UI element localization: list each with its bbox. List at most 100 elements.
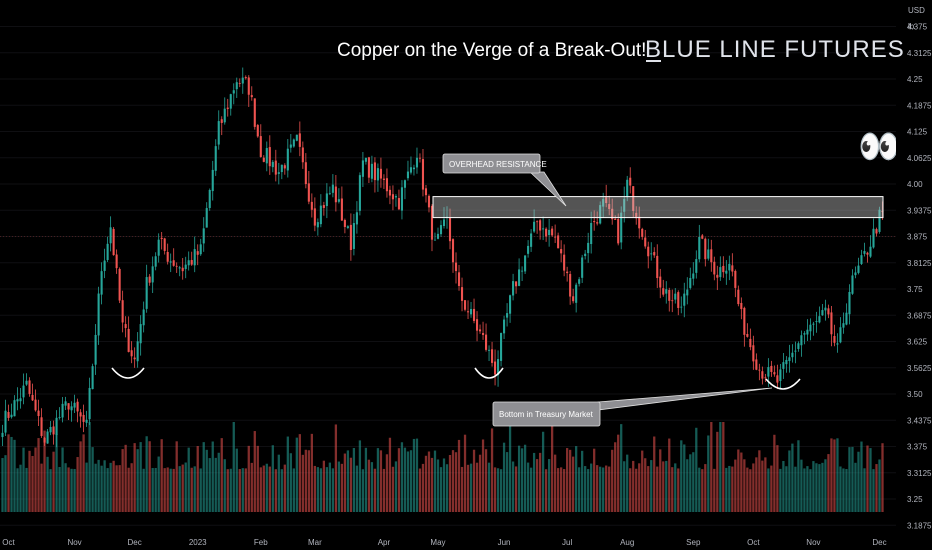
volume-bar <box>782 460 785 512</box>
volume-bar <box>683 444 686 512</box>
candle-body <box>722 265 725 273</box>
candle-body <box>608 204 611 210</box>
volume-bar <box>259 467 262 512</box>
volume-bar <box>484 449 488 512</box>
candle-body <box>851 275 854 294</box>
bottom-arc <box>474 367 504 379</box>
candle-body <box>343 220 346 227</box>
candlesticks <box>1 67 884 448</box>
candle-body <box>863 251 866 254</box>
price-axis: 3.1875 3.25 3.3125 3.375 3.4375 3.50 3.5625 3.6… <box>907 23 932 531</box>
candle-body <box>605 197 608 204</box>
candle-body <box>184 264 187 270</box>
volume-bar <box>136 449 139 512</box>
month-tick-label: Aug <box>620 538 634 547</box>
volume-bar <box>52 451 55 512</box>
candle-body <box>728 263 731 271</box>
volume-bar <box>632 460 635 512</box>
candle-body <box>361 160 364 177</box>
candle-body <box>466 311 470 313</box>
candle-body <box>187 260 190 266</box>
candle-body <box>824 307 827 311</box>
candle-body <box>352 223 355 249</box>
volume-bar <box>382 468 386 512</box>
price-tick-label: 4.1875 <box>907 101 932 110</box>
volume-bar <box>364 447 368 512</box>
volume-bar <box>544 469 548 512</box>
candle-body <box>539 220 542 231</box>
price-tick-label: 4.0625 <box>907 154 932 163</box>
candle-body <box>199 244 202 255</box>
candle-body <box>61 403 64 418</box>
volume-bar <box>412 438 416 512</box>
volume-bar <box>109 462 112 512</box>
candle-body <box>650 253 653 255</box>
candle-body <box>286 148 289 171</box>
volume-bar <box>370 462 374 512</box>
candle-body <box>635 212 638 219</box>
month-tick-label: Apr <box>378 538 391 547</box>
candle-body <box>43 437 46 443</box>
candle-body <box>364 157 367 162</box>
candle-body <box>484 334 488 350</box>
price-axis-panel <box>896 0 932 550</box>
volume-bar <box>103 460 106 512</box>
volume-bar <box>16 468 19 512</box>
volume-bar <box>190 467 193 512</box>
candle-body <box>611 208 614 220</box>
month-tick-label: Nov <box>67 538 81 547</box>
volume-bar <box>418 468 422 512</box>
candle-body <box>145 277 148 309</box>
volume-bar <box>656 466 659 512</box>
candle-body <box>340 198 343 221</box>
volume-bar <box>713 468 716 512</box>
volume-bar <box>881 443 884 512</box>
candle-body <box>773 372 776 375</box>
volume-bar <box>857 451 860 512</box>
volume-bar <box>1 458 4 512</box>
volume-bar <box>695 427 698 512</box>
candle-body <box>112 228 115 256</box>
volume-bar <box>638 463 641 512</box>
candle-body <box>503 319 506 334</box>
volume-bar <box>148 441 151 512</box>
candle-body <box>217 121 220 145</box>
volume-bar <box>175 441 178 512</box>
candle-body <box>448 218 452 242</box>
price-tick-label: 3.375 <box>907 443 928 452</box>
volume-bar <box>85 462 88 512</box>
treasury-callout-label: Bottom in Treasury Market <box>499 410 594 419</box>
month-tick-label: 2023 <box>189 538 207 547</box>
volume-bar <box>635 468 638 512</box>
candle-body <box>626 179 629 198</box>
candle-body <box>37 410 40 417</box>
resistance-zone <box>432 196 884 219</box>
candle-body <box>665 289 668 294</box>
candle-body <box>581 257 584 278</box>
chart-title: Copper on the Verge of a Break-Out! <box>337 40 646 61</box>
candle-body <box>103 260 106 271</box>
candle-body <box>82 414 85 422</box>
candle-body <box>169 261 172 263</box>
volume-bar <box>178 466 181 512</box>
candle-body <box>157 239 160 256</box>
candle-body <box>172 260 175 266</box>
candle-body <box>557 235 560 249</box>
volume-bar <box>181 464 184 512</box>
volume-bar <box>274 469 277 512</box>
candle-body <box>439 225 443 235</box>
candle-body <box>761 371 764 379</box>
candle-body <box>58 417 61 418</box>
volume-bar <box>776 445 779 512</box>
volume-bar <box>511 461 515 512</box>
month-tick-label: Feb <box>254 538 268 547</box>
volume-bar <box>82 434 85 512</box>
candle-body <box>791 352 794 358</box>
candle-body <box>638 216 641 229</box>
candle-body <box>656 255 659 279</box>
volume-bar <box>73 468 76 512</box>
volume-bar <box>791 443 794 512</box>
volume-bar <box>424 455 428 512</box>
volume-bar <box>406 451 410 512</box>
volume-bar <box>271 445 274 512</box>
